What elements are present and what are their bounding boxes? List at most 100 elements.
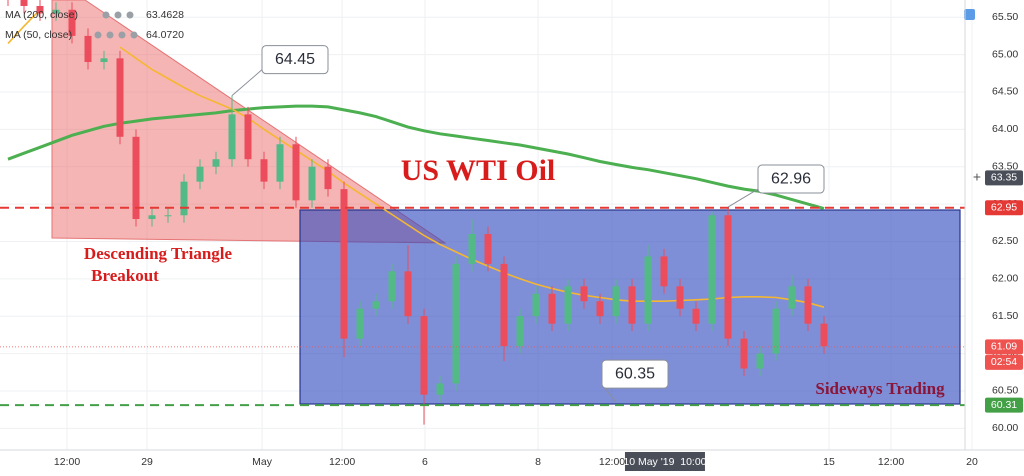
axes: 60.0060.5061.0061.5062.0062.5063.0063.50… xyxy=(54,11,1023,471)
x-tick-label: 6 xyxy=(422,456,428,468)
candle-body xyxy=(516,316,524,347)
price-label-box xyxy=(985,339,1023,355)
annotation: Breakout xyxy=(91,266,159,285)
candle-body xyxy=(692,308,700,324)
x-tick-label: 12:00 xyxy=(599,456,625,468)
candle-body xyxy=(52,9,60,14)
candle-body xyxy=(564,286,572,324)
y-tick-label: 63.50 xyxy=(992,160,1018,172)
candle-body xyxy=(116,58,124,137)
candle-body xyxy=(356,308,364,339)
candle-body xyxy=(532,293,540,317)
candle-body xyxy=(132,136,140,220)
candle-body xyxy=(340,189,348,339)
crosshair-x-label: 10 May '19 10:00 xyxy=(623,456,706,468)
x-tick-label: May xyxy=(252,456,273,468)
y-tick-label: 65.00 xyxy=(992,48,1018,60)
chart-title: US WTI Oil xyxy=(401,154,556,187)
callout-pointer xyxy=(727,188,759,208)
candle-body xyxy=(68,9,76,36)
candle-body xyxy=(388,271,396,302)
callout-label: 60.35 xyxy=(615,365,655,382)
candle-body xyxy=(404,271,412,317)
candle-body xyxy=(180,181,188,216)
candle-body xyxy=(820,323,828,347)
candle-body xyxy=(484,233,492,264)
callout-label: 64.45 xyxy=(275,51,315,68)
candle-body xyxy=(196,166,204,182)
candle-body xyxy=(228,114,236,160)
legend-label: MA (200, close) xyxy=(5,9,78,21)
candle-body xyxy=(84,35,92,63)
candle-body xyxy=(100,58,108,63)
legend-icons xyxy=(94,11,138,39)
candle-body xyxy=(468,233,476,264)
callout-pointer xyxy=(231,69,263,97)
candle-body xyxy=(676,286,684,309)
candle-body xyxy=(772,308,780,354)
candle-body xyxy=(788,286,796,309)
legend-value: 64.0720 xyxy=(146,29,184,41)
candle-body xyxy=(724,215,732,339)
overlay: 64.45 62.96 60.35 xyxy=(0,45,965,407)
price-label: 61.09 xyxy=(991,341,1017,353)
candle-body xyxy=(804,286,812,324)
candle-body xyxy=(36,5,44,14)
price-label: 60.31 xyxy=(991,399,1017,411)
ma-line xyxy=(7,9,41,44)
candle-body xyxy=(372,301,380,309)
candle-body xyxy=(660,256,668,287)
callout-box xyxy=(757,164,825,194)
crosshair-y-label: 63.35 xyxy=(991,172,1017,184)
candle-body xyxy=(644,256,652,324)
y-tick-label: 61.50 xyxy=(992,310,1018,322)
candle-body xyxy=(212,159,220,167)
y-tick-label: 60.50 xyxy=(992,385,1018,397)
x-tick-label: 8 xyxy=(535,456,541,468)
price-label-box xyxy=(985,200,1023,216)
x-tick-label: 29 xyxy=(141,456,153,468)
callout-box xyxy=(601,359,669,389)
crosshair-x-box xyxy=(624,452,705,471)
x-tick-label: 12:00 xyxy=(54,456,80,468)
candle-body xyxy=(452,263,460,384)
x-tick-label: 20 xyxy=(966,456,978,468)
crosshair-plus: + xyxy=(973,169,981,185)
countdown-box xyxy=(985,354,1023,370)
candle-body xyxy=(244,114,252,160)
x-tick-label: 12:00 xyxy=(878,456,904,468)
annotation: Descending Triangle xyxy=(84,244,233,263)
candle-body xyxy=(292,144,300,201)
candle-body xyxy=(436,383,444,395)
settings-icon[interactable] xyxy=(964,9,975,20)
y-tick-label: 64.50 xyxy=(992,86,1018,98)
annotation: Sideways Trading xyxy=(815,379,945,398)
ma-line xyxy=(7,104,825,211)
candle-body xyxy=(420,316,428,395)
candle-body xyxy=(740,338,748,369)
y-tick-label: 64.00 xyxy=(992,123,1018,135)
y-tick-label: 60.00 xyxy=(992,422,1018,434)
candle-body xyxy=(164,215,172,217)
candle-body xyxy=(708,215,716,324)
crosshair-y-box xyxy=(985,170,1023,186)
candle-body xyxy=(276,144,284,182)
price-label-box xyxy=(985,397,1023,413)
candle-body xyxy=(628,286,636,324)
candle-body xyxy=(148,215,156,220)
legend-label: MA (50, close) xyxy=(5,29,72,41)
y-tick-label: 65.50 xyxy=(992,11,1018,23)
callout-label: 62.96 xyxy=(771,170,811,187)
candle-body xyxy=(324,166,332,190)
candle-body xyxy=(20,0,28,6)
candle-body xyxy=(500,263,508,347)
y-tick-label: 62.00 xyxy=(992,273,1018,285)
x-tick-label: 12:00 xyxy=(329,456,355,468)
x-tick-label: 15 xyxy=(823,456,835,468)
candle-body xyxy=(308,166,316,201)
callout-box xyxy=(261,45,329,75)
plot-area xyxy=(7,0,828,425)
legend-value: 63.4628 xyxy=(146,9,184,21)
